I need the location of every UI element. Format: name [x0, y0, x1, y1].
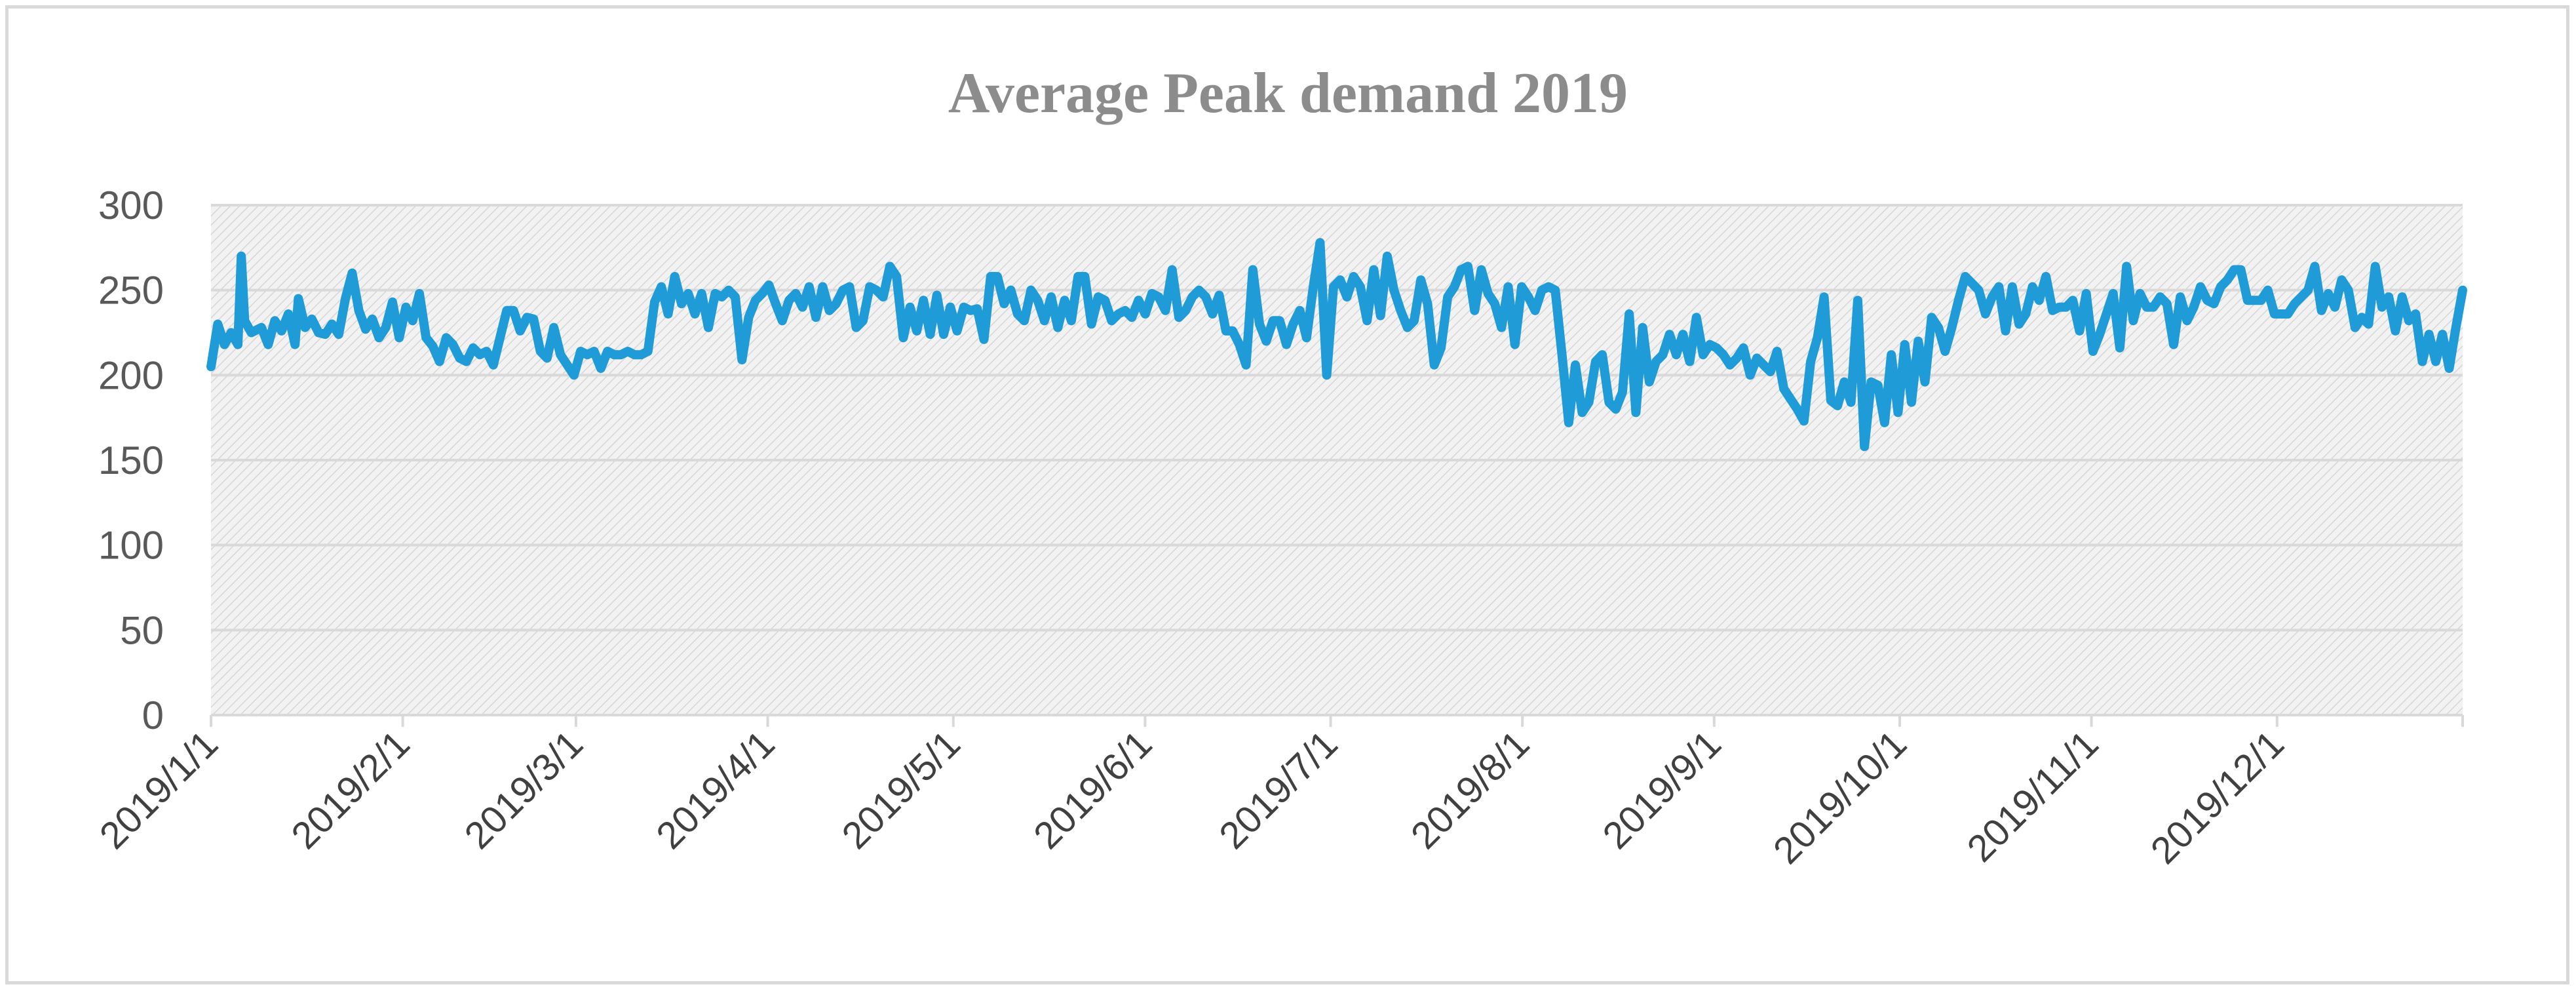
y-tick-label: 250: [98, 269, 164, 313]
y-tick-label: 100: [98, 524, 164, 568]
chart-title: Average Peak demand 2019: [948, 62, 1628, 125]
x-tick-label: 2019/4/1: [648, 722, 783, 857]
x-tick-label: 2019/7/1: [1211, 722, 1346, 857]
y-tick-label: 50: [120, 608, 164, 652]
x-tick-label: 2019/6/1: [1026, 722, 1161, 857]
y-tick-label: 200: [98, 353, 164, 397]
series-line: [206, 238, 2467, 452]
x-tick-label: 2019/3/1: [457, 722, 592, 857]
x-tick-label: 2019/5/1: [834, 722, 969, 857]
x-tick-label: 2019/2/1: [283, 722, 418, 857]
x-tick-label: 2019/1/1: [92, 722, 227, 857]
y-tick-label: 150: [98, 438, 164, 482]
x-tick-label: 2019/12/1: [2143, 722, 2292, 872]
x-tick-label: 2019/11/1: [1959, 722, 2106, 870]
x-tick-label: 2019/10/1: [1765, 722, 1915, 872]
y-tick-label: 300: [98, 184, 164, 227]
y-tick-label: 0: [142, 693, 164, 737]
x-tick-label: 2019/8/1: [1403, 722, 1538, 857]
x-tick-label: 2019/9/1: [1594, 722, 1729, 857]
